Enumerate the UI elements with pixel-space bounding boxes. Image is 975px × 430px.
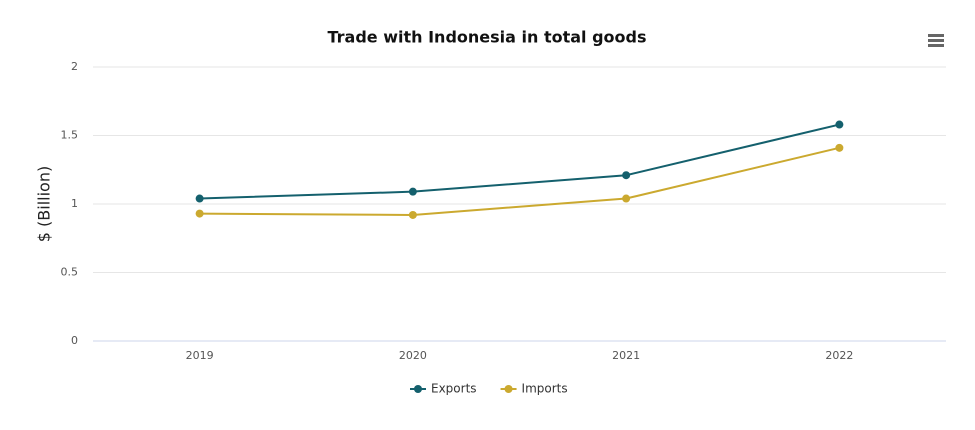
- menu-button[interactable]: [926, 30, 946, 48]
- data-point: [408, 187, 417, 196]
- data-point: [408, 210, 417, 219]
- menu-bar: [928, 44, 944, 47]
- data-point: [195, 194, 204, 203]
- legend-label: Imports: [522, 382, 568, 396]
- data-point: [622, 194, 631, 203]
- y-tick-label: 0.5: [61, 266, 79, 279]
- y-tick-label: 1.5: [61, 129, 79, 142]
- series-line: [199, 123, 840, 200]
- y-tick-label: 0: [71, 334, 78, 347]
- data-point: [835, 120, 844, 129]
- data-point: [835, 143, 844, 152]
- menu-bar: [928, 34, 944, 37]
- x-tick-label: 2021: [612, 349, 640, 362]
- legend-marker: [504, 385, 513, 393]
- data-point: [622, 171, 631, 180]
- chart-title: Trade with Indonesia in total goods: [328, 28, 647, 47]
- x-tick-label: 2022: [825, 349, 853, 362]
- menu-bar: [928, 39, 944, 42]
- x-tick-label: 2019: [186, 349, 214, 362]
- x-tick-label: 2020: [399, 349, 427, 362]
- series-line: [199, 146, 840, 216]
- y-tick-label: 2: [71, 60, 78, 73]
- y-axis-label: $ (Billion): [35, 166, 54, 242]
- y-tick-label: 1: [71, 197, 78, 210]
- legend-marker: [414, 385, 422, 393]
- data-point: [195, 209, 204, 218]
- legend-label: Exports: [431, 382, 477, 396]
